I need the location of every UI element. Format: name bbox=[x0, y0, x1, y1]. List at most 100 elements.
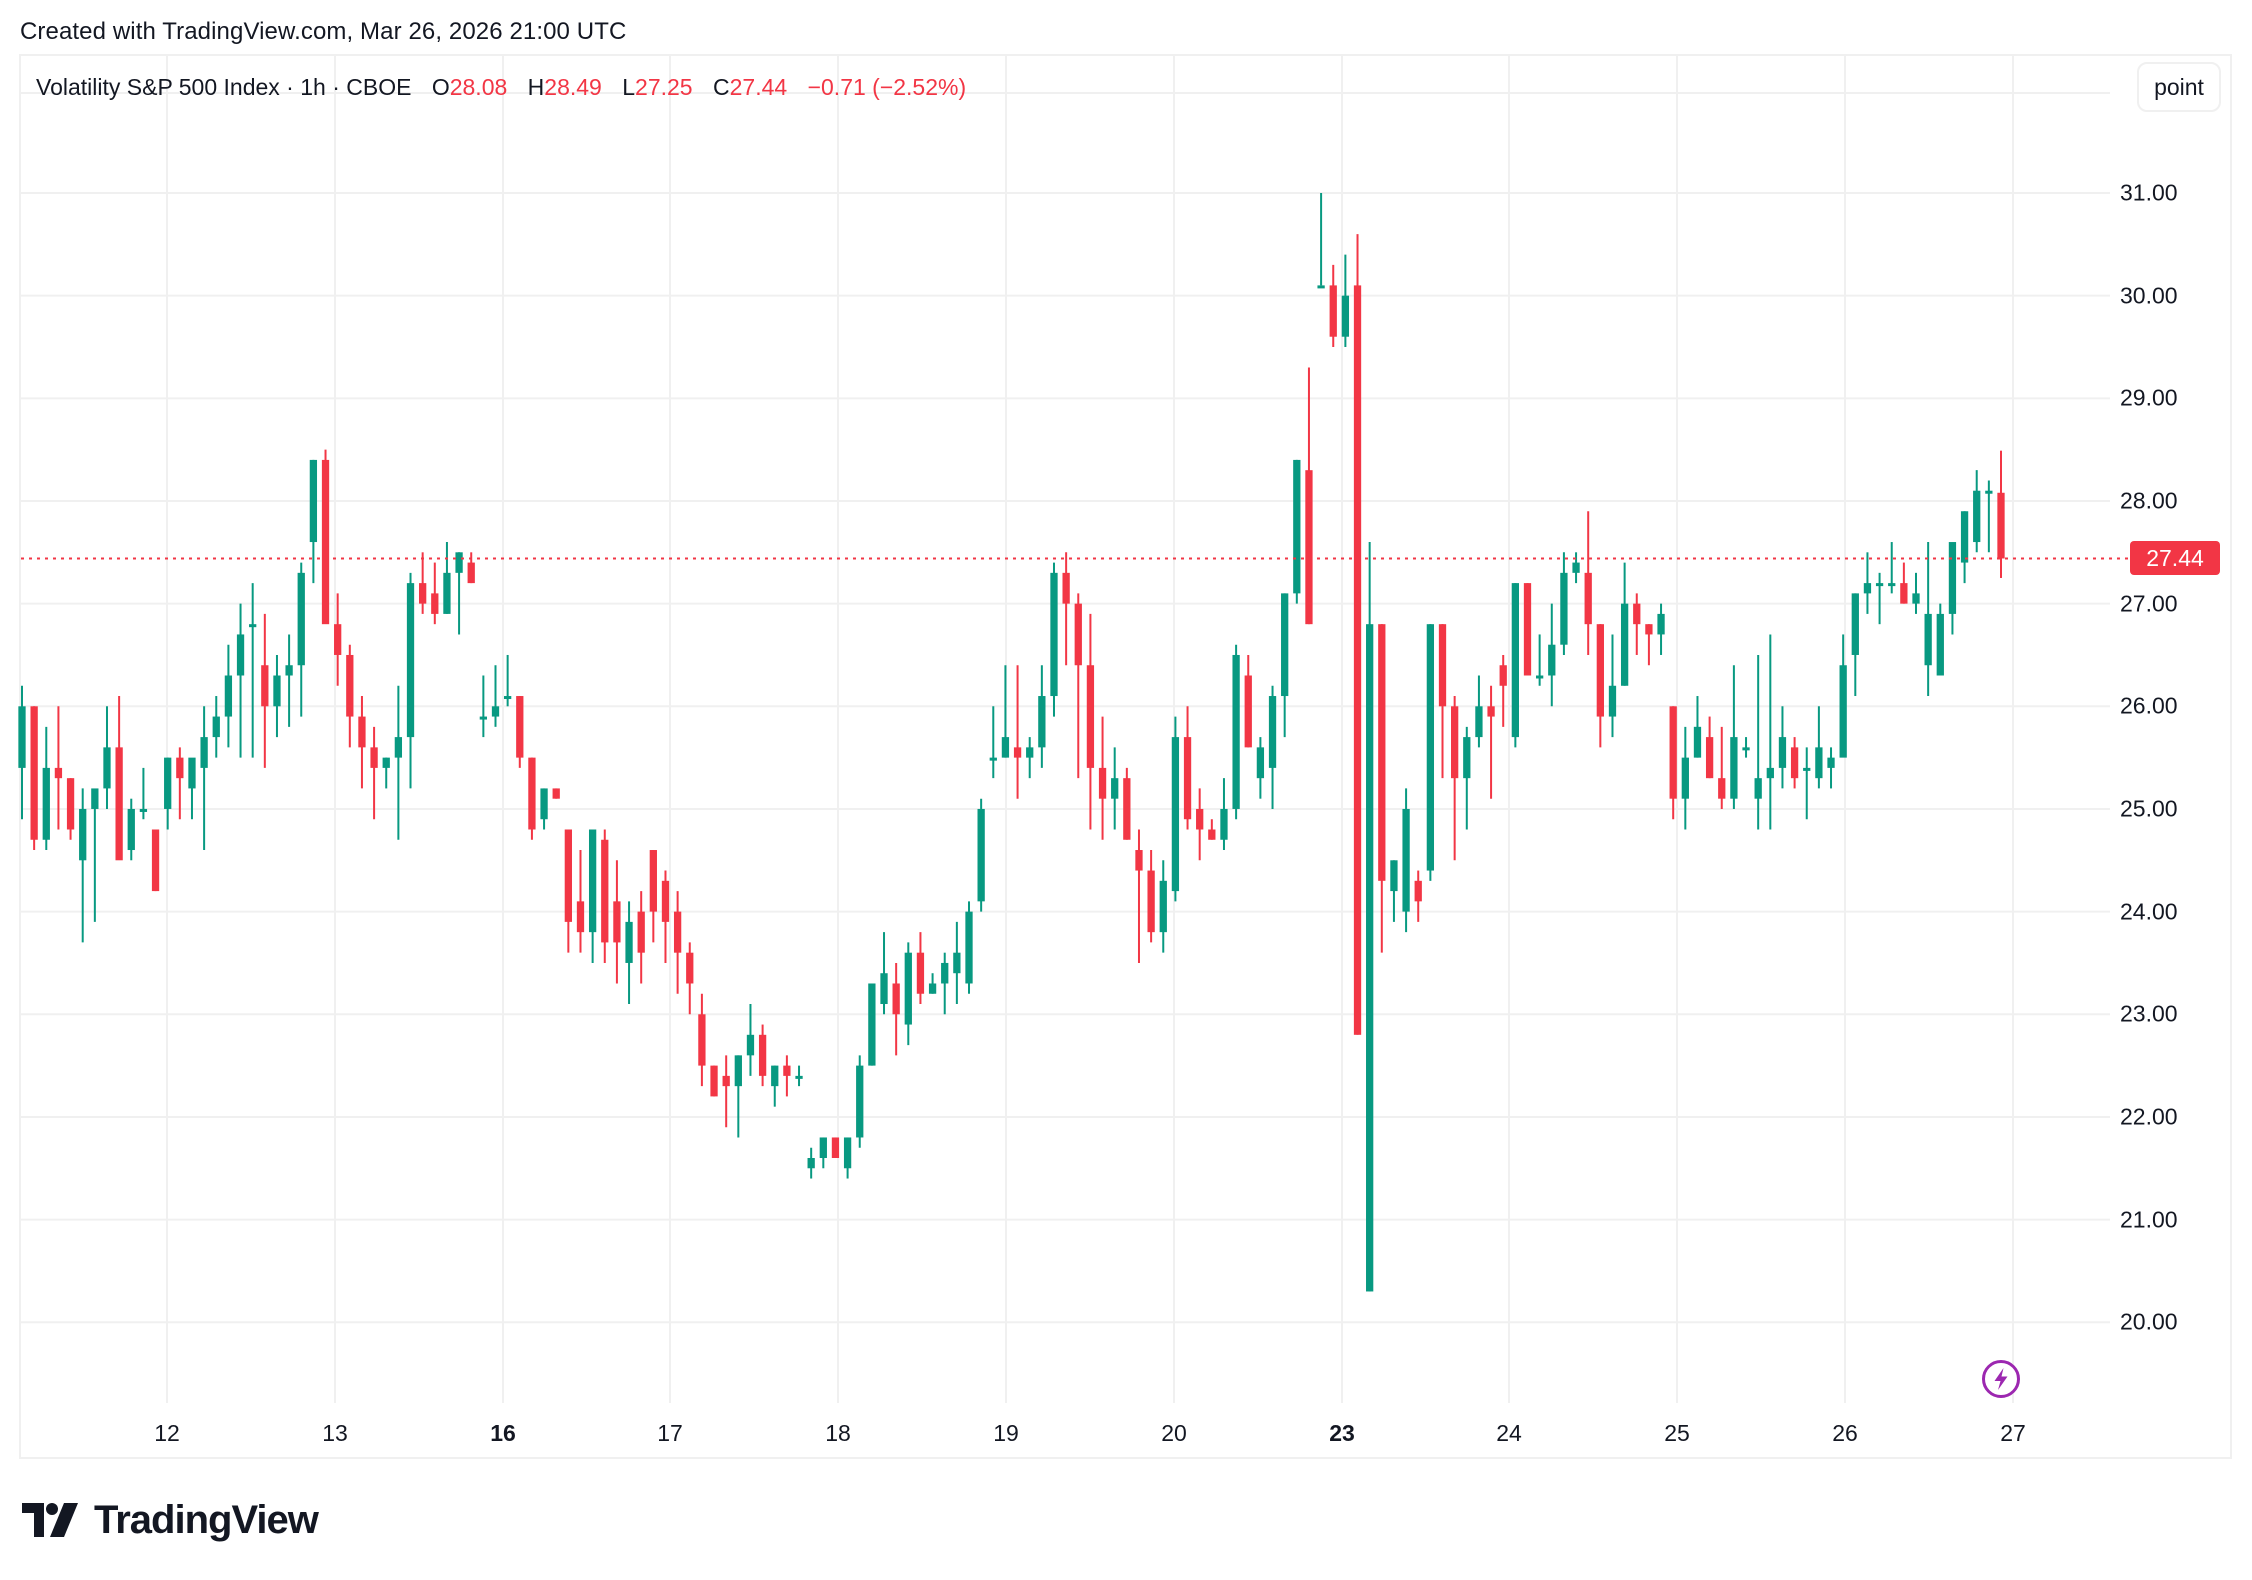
candle[interactable] bbox=[771, 1065, 779, 1107]
candle[interactable] bbox=[261, 613, 269, 768]
candle[interactable] bbox=[1183, 706, 1192, 830]
candle[interactable] bbox=[1402, 788, 1410, 933]
candle[interactable] bbox=[1281, 593, 1289, 738]
candle[interactable] bbox=[1584, 511, 1592, 655]
candle[interactable] bbox=[1475, 675, 1483, 748]
candle[interactable] bbox=[1778, 706, 1787, 789]
candle[interactable] bbox=[649, 850, 657, 943]
candle[interactable] bbox=[1827, 747, 1835, 789]
candle[interactable] bbox=[1936, 603, 1944, 676]
candle[interactable] bbox=[516, 696, 524, 768]
candle[interactable] bbox=[1353, 234, 1362, 1035]
candle[interactable] bbox=[1997, 450, 2005, 578]
candle[interactable] bbox=[1426, 624, 1435, 881]
candle[interactable] bbox=[686, 942, 694, 1015]
candle[interactable] bbox=[1451, 696, 1459, 861]
candle[interactable] bbox=[576, 850, 585, 953]
candle[interactable] bbox=[1293, 459, 1301, 604]
candle[interactable] bbox=[1596, 624, 1604, 748]
candle[interactable] bbox=[394, 685, 403, 840]
candle[interactable] bbox=[1657, 603, 1665, 655]
candle[interactable] bbox=[54, 706, 63, 830]
candle[interactable] bbox=[1633, 593, 1641, 655]
candle[interactable] bbox=[1948, 542, 1957, 635]
candle[interactable] bbox=[1754, 654, 1762, 830]
candle[interactable] bbox=[613, 860, 621, 984]
candle[interactable] bbox=[1074, 593, 1082, 779]
candle[interactable] bbox=[455, 552, 463, 635]
candle[interactable] bbox=[382, 757, 390, 789]
candle[interactable] bbox=[200, 706, 208, 851]
candle[interactable] bbox=[819, 1137, 827, 1169]
candle[interactable] bbox=[321, 449, 330, 625]
candle[interactable] bbox=[467, 552, 475, 584]
candle[interactable] bbox=[1013, 665, 1022, 799]
candle[interactable] bbox=[1001, 665, 1010, 758]
candle[interactable] bbox=[176, 747, 184, 820]
candle[interactable] bbox=[66, 778, 75, 840]
candle[interactable] bbox=[127, 798, 135, 861]
candle[interactable] bbox=[868, 983, 876, 1066]
candle[interactable] bbox=[673, 891, 682, 994]
candle[interactable] bbox=[1511, 583, 1519, 748]
candle[interactable] bbox=[1378, 624, 1386, 953]
candle[interactable] bbox=[1196, 788, 1204, 861]
candle[interactable] bbox=[1317, 193, 1325, 289]
candle[interactable] bbox=[504, 654, 512, 707]
candle[interactable] bbox=[1366, 542, 1374, 1292]
candle[interactable] bbox=[1730, 665, 1738, 809]
candle[interactable] bbox=[1924, 542, 1932, 697]
candle[interactable] bbox=[904, 942, 912, 1046]
candle[interactable] bbox=[273, 654, 281, 738]
candle[interactable] bbox=[1560, 552, 1568, 655]
candle[interactable] bbox=[783, 1055, 791, 1097]
candle[interactable] bbox=[941, 952, 949, 1015]
candle[interactable] bbox=[431, 562, 439, 625]
candle[interactable] bbox=[1414, 870, 1422, 922]
candle[interactable] bbox=[1026, 737, 1034, 779]
candle[interactable] bbox=[1305, 367, 1313, 625]
candle[interactable] bbox=[309, 459, 318, 584]
candle[interactable] bbox=[1681, 726, 1689, 830]
candle[interactable] bbox=[1232, 644, 1240, 820]
candle[interactable] bbox=[552, 788, 560, 799]
candle[interactable] bbox=[1256, 737, 1265, 799]
candle[interactable] bbox=[1329, 264, 1337, 347]
candle[interactable] bbox=[1062, 552, 1070, 666]
candle[interactable] bbox=[1900, 562, 1908, 604]
candle[interactable] bbox=[1123, 767, 1131, 840]
candle[interactable] bbox=[528, 757, 536, 840]
candle[interactable] bbox=[346, 644, 354, 748]
candle[interactable] bbox=[637, 891, 645, 984]
candle[interactable] bbox=[1572, 552, 1580, 584]
candle[interactable] bbox=[588, 829, 597, 963]
candle[interactable] bbox=[1851, 593, 1859, 697]
candle[interactable] bbox=[601, 829, 609, 963]
candle[interactable] bbox=[928, 973, 937, 994]
candle[interactable] bbox=[746, 1004, 755, 1076]
candle[interactable] bbox=[491, 665, 500, 727]
candle[interactable] bbox=[1912, 572, 1920, 614]
candle[interactable] bbox=[977, 798, 985, 912]
candle[interactable] bbox=[1985, 480, 1993, 553]
candle[interactable] bbox=[661, 870, 670, 963]
candle[interactable] bbox=[1244, 654, 1252, 748]
candle[interactable] bbox=[1463, 726, 1471, 830]
candle[interactable] bbox=[1839, 634, 1847, 758]
candle[interactable] bbox=[989, 706, 997, 779]
candle[interactable] bbox=[224, 644, 233, 748]
candle[interactable] bbox=[1390, 860, 1398, 922]
candle[interactable] bbox=[1208, 819, 1216, 840]
candle[interactable] bbox=[1790, 737, 1799, 789]
candle[interactable] bbox=[1803, 747, 1811, 820]
candle[interactable] bbox=[807, 1147, 815, 1179]
candle[interactable] bbox=[334, 593, 342, 686]
candle[interactable] bbox=[625, 901, 633, 1005]
candle[interactable] bbox=[1973, 470, 1981, 553]
candle[interactable] bbox=[42, 726, 50, 851]
candle[interactable] bbox=[1645, 624, 1653, 666]
candle[interactable] bbox=[1111, 747, 1119, 830]
candle[interactable] bbox=[1693, 696, 1702, 758]
candle[interactable] bbox=[1135, 829, 1143, 963]
